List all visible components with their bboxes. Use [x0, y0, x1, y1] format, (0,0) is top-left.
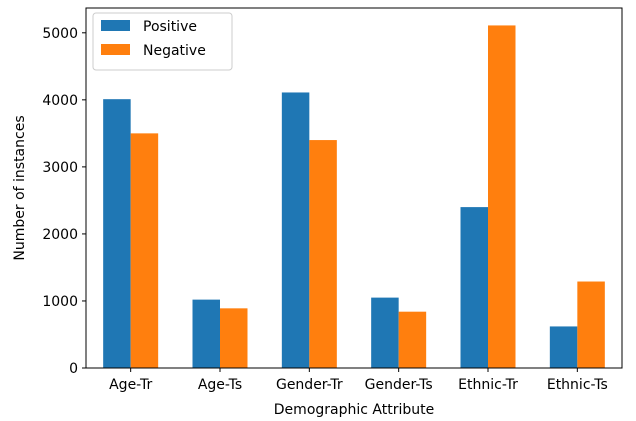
x-axis-title: Demographic Attribute — [274, 402, 434, 418]
y-tick-label: 2000 — [42, 227, 78, 243]
bar-negative-ethnic-ts — [577, 281, 605, 368]
y-tick-label: 3000 — [42, 160, 78, 176]
y-tick-label: 5000 — [42, 26, 78, 42]
legend-label-negative: Negative — [143, 43, 206, 59]
y-axis-title: Number of instances — [12, 115, 28, 260]
bar-positive-ethnic-ts — [549, 326, 578, 368]
bar-negative-gender-tr — [309, 140, 337, 368]
bar-positive-gender-tr — [281, 92, 310, 369]
y-tick-label: 4000 — [42, 93, 78, 109]
plot-frame — [85, 7, 623, 369]
x-tick-label: Age-Ts — [198, 377, 242, 393]
legend: Positive Negative — [92, 12, 233, 71]
bar-positive-ethnic-tr — [460, 207, 488, 368]
bar-positive-age-tr — [103, 99, 131, 368]
bar-negative-age-ts — [220, 308, 248, 368]
bars-layer — [103, 25, 605, 369]
bar-positive-age-ts — [192, 299, 220, 368]
legend-swatch-positive — [101, 20, 130, 31]
bar-negative-age-tr — [130, 133, 159, 368]
x-tick-label: Age-Tr — [109, 377, 152, 393]
x-tick-label: Ethnic-Tr — [458, 377, 518, 393]
x-tick-label: Gender-Tr — [276, 377, 343, 393]
legend-swatch-negative — [101, 44, 130, 55]
x-tick-label: Ethnic-Ts — [547, 377, 608, 393]
bar-negative-gender-ts — [398, 311, 427, 368]
bar-positive-gender-ts — [371, 297, 399, 368]
x-tick-label: Gender-Ts — [365, 377, 433, 393]
bar-negative-ethnic-tr — [488, 25, 516, 368]
y-tick-label: 1000 — [42, 294, 78, 310]
y-tick-label: 0 — [69, 361, 78, 377]
axis-ticks: 0 1000 2000 3000 4000 5000 Age-Tr Age-Ts Gender-… — [42, 26, 607, 393]
legend-label-positive: Positive — [143, 19, 197, 35]
